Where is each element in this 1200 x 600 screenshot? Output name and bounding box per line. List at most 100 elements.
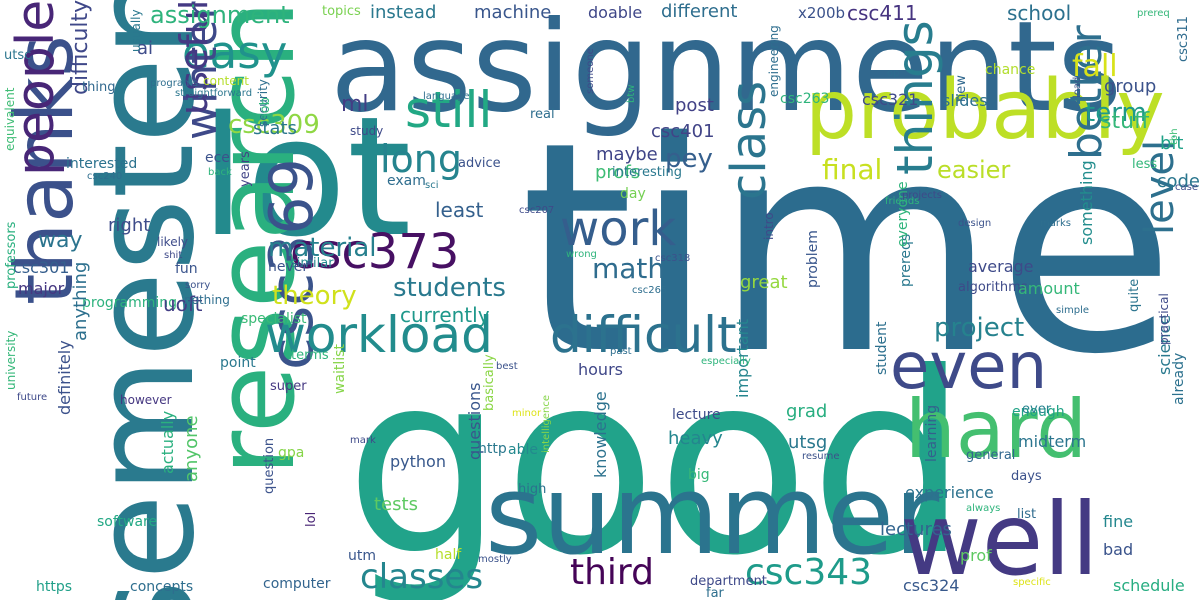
word-even: even <box>890 330 1048 404</box>
word-professors: professors <box>4 221 19 289</box>
word-already: already <box>1171 352 1187 405</box>
word-nothing: nothing <box>184 293 230 307</box>
word-intro: intro <box>762 212 776 240</box>
word-years: years <box>238 151 253 187</box>
word-right: right <box>108 215 151 236</box>
word-doable: doable <box>588 3 643 22</box>
word-csc411: csc411 <box>847 1 918 25</box>
word-profs: profs <box>595 162 641 183</box>
word-load: load <box>1072 76 1083 98</box>
word-prof: prof <box>960 546 992 565</box>
word-anything: anything <box>70 261 91 341</box>
word-specific: specific <box>1013 577 1051 588</box>
word-assignments: assignments <box>330 0 1123 140</box>
word-major: major <box>18 279 65 298</box>
word-job: job <box>258 97 273 117</box>
word-stuff: stuff <box>1100 109 1150 134</box>
word-study: study <box>350 124 384 138</box>
word-list: list <box>1017 507 1037 522</box>
word-projects: projects <box>902 190 942 201</box>
word-marks: marks <box>1040 218 1071 229</box>
word-machine: machine <box>474 2 552 23</box>
word-fun: fun <box>175 261 198 277</box>
word-great: great <box>740 272 788 293</box>
word-new: new <box>954 75 969 102</box>
word-hours: hours <box>578 360 623 379</box>
word-theory: theory <box>272 281 357 311</box>
word-sorry: sorry <box>185 280 211 291</box>
word-good: good <box>345 319 969 600</box>
word-mark: mark <box>350 435 376 446</box>
word-utm: utm <box>348 548 376 564</box>
word-programming: programming <box>82 295 178 311</box>
word-university: university <box>4 330 18 390</box>
word-past: past <box>610 346 632 357</box>
word-tests: tests <box>374 494 418 515</box>
word-minor: minor <box>512 408 542 419</box>
word-chance: chance <box>985 62 1036 78</box>
word-op: op <box>887 68 900 79</box>
word-csc240: csc240 <box>87 171 123 182</box>
word-csc301: csc301 <box>13 258 70 277</box>
word-general: general <box>966 448 1016 463</box>
word-long: long <box>380 137 463 181</box>
word-resume: resume <box>802 451 840 462</box>
word-friends: friends <box>885 196 920 207</box>
word-bad: bad <box>1103 540 1134 559</box>
word-simple: simple <box>1056 305 1090 316</box>
word-quite: quite <box>1127 278 1142 312</box>
word-csc311: csc311 <box>1176 16 1191 62</box>
word-class: class <box>721 80 777 200</box>
word-concepts: concepts <box>130 579 194 595</box>
word-easy: easy <box>182 26 288 79</box>
word-especially: especially <box>701 356 751 367</box>
word-schedule: schedule <box>1113 576 1185 595</box>
word-heavy: heavy <box>668 428 723 449</box>
word-actually: actually <box>158 410 177 474</box>
word-day: day <box>620 186 646 202</box>
word-topics: topics <box>322 4 361 19</box>
word-difficult: difficult <box>550 306 737 364</box>
word-csc207: csc207 <box>519 205 555 216</box>
word-far: far <box>706 586 724 600</box>
word-uoft: uoft <box>163 292 203 316</box>
word-slides: slides <box>942 91 988 110</box>
word-knowledge: knowledge <box>591 391 610 478</box>
word-case: case <box>1175 182 1198 193</box>
word-someone: someone <box>585 48 596 94</box>
word-hard: hard <box>905 383 1087 476</box>
word-real: real <box>530 107 555 122</box>
word-design: design <box>958 218 992 229</box>
word-classes: classes <box>360 557 484 597</box>
word-learning: learning <box>924 404 940 462</box>
word-practical: practical <box>1157 293 1171 345</box>
word-language: language <box>423 91 470 102</box>
word-csc263: csc263 <box>780 91 830 107</box>
word-never: never <box>268 259 309 275</box>
word-less: less <box>1132 157 1158 172</box>
word-prereq: prereq <box>1137 8 1170 19</box>
word-similar: similar <box>290 256 334 271</box>
word-assignment: assignment <box>150 1 290 29</box>
word-csc401: csc401 <box>651 121 715 142</box>
word-intelligence: intelligence <box>541 394 552 453</box>
word-fall: fall <box>1072 49 1118 84</box>
word-btw: btw <box>626 84 637 103</box>
word-average: average <box>968 257 1034 276</box>
word-days: days <box>1011 469 1042 484</box>
word-lecture: lecture <box>672 407 721 423</box>
word-python: python <box>390 452 446 471</box>
word-well: well <box>900 481 1099 598</box>
word-super: super <box>270 379 307 394</box>
word-ece: ece <box>205 150 230 166</box>
word-thing: thing <box>82 80 116 95</box>
word-csc373: csc373 <box>290 224 460 280</box>
word-big: big <box>688 467 710 483</box>
word-csc324: csc324 <box>903 576 960 595</box>
word-still: still <box>405 81 493 139</box>
word-utsg: utsg <box>788 432 828 453</box>
word-specialist: specialist <box>241 311 307 327</box>
word-utsc: utsc <box>4 48 32 63</box>
word-material: material <box>268 233 377 263</box>
word-way: way <box>38 228 83 253</box>
